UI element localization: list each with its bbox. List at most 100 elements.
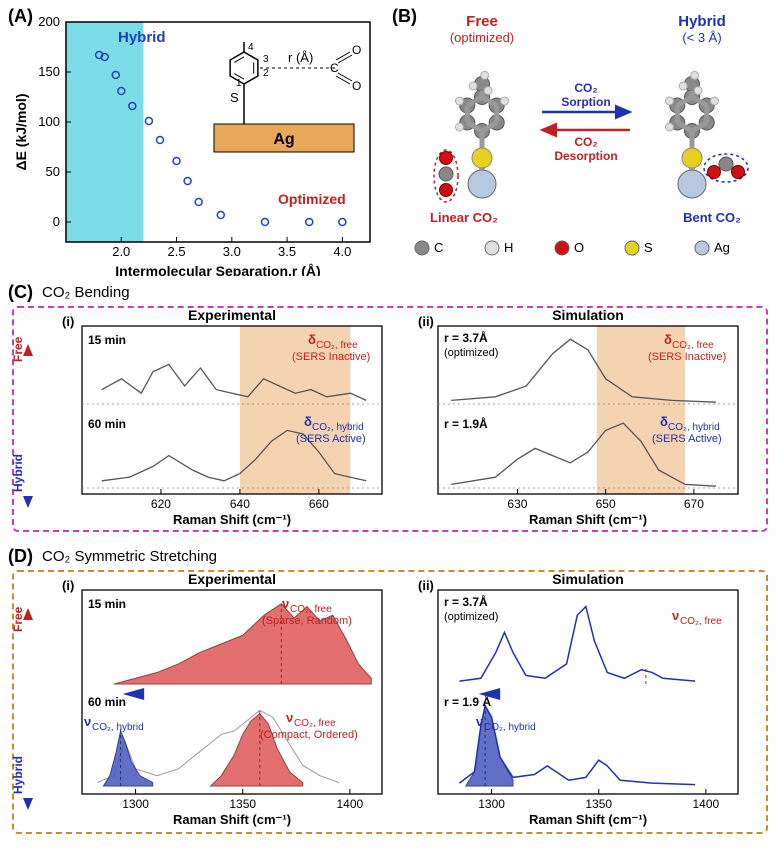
svg-text:1400: 1400 — [693, 797, 720, 811]
svg-text:670: 670 — [684, 497, 704, 511]
svg-text:CO₂, hybrid: CO₂, hybrid — [92, 722, 144, 733]
svg-text:1: 1 — [236, 78, 242, 89]
svg-text:δ: δ — [664, 332, 672, 347]
svg-text:Desorption: Desorption — [554, 149, 617, 163]
svg-text:3.5: 3.5 — [278, 244, 296, 259]
svg-text:ν: ν — [476, 714, 483, 729]
svg-text:H: H — [504, 240, 513, 255]
svg-text:4.0: 4.0 — [333, 244, 351, 259]
svg-text:(optimized): (optimized) — [444, 611, 498, 623]
svg-text:1400: 1400 — [337, 797, 364, 811]
svg-text:δ: δ — [660, 414, 668, 429]
svg-text:15 min: 15 min — [88, 597, 126, 611]
svg-text:(ii): (ii) — [418, 314, 434, 329]
svg-text:660: 660 — [309, 497, 329, 511]
panel-b: (B) Free(optimized)Hybrid(< 3 Å)CO₂Sorpt… — [392, 6, 774, 276]
svg-text:650: 650 — [596, 497, 616, 511]
svg-text:C: C — [330, 61, 339, 75]
svg-text:Raman Shift (cm⁻¹): Raman Shift (cm⁻¹) — [173, 512, 291, 527]
svg-text:150: 150 — [38, 64, 60, 79]
svg-text:640: 640 — [230, 497, 250, 511]
svg-text:Simulation: Simulation — [552, 307, 624, 323]
svg-text:(optimized): (optimized) — [450, 30, 514, 45]
svg-text:Ag: Ag — [714, 240, 730, 255]
svg-text:1300: 1300 — [478, 797, 505, 811]
svg-text:(i): (i) — [62, 578, 74, 593]
svg-text:Sorption: Sorption — [561, 95, 610, 109]
svg-text:Ag: Ag — [273, 131, 294, 148]
svg-text:15 min: 15 min — [88, 333, 126, 347]
panel-c: (C) CO₂ Bending FreeHybrid620640660Raman… — [8, 282, 772, 542]
panel-a: (A) 2.02.53.03.54.0050100150200HybridOpt… — [8, 6, 388, 276]
svg-text:Free: Free — [11, 606, 25, 632]
svg-text:60 min: 60 min — [88, 695, 126, 709]
svg-text:50: 50 — [46, 164, 60, 179]
svg-text:CO₂, free: CO₂, free — [680, 616, 722, 627]
svg-text:Free: Free — [466, 13, 498, 30]
svg-text:630: 630 — [507, 497, 527, 511]
chart-a: 2.0 2.5 3.0 3.5 4.0 0 50 100 150 200 Hybrid Optimiz… — [8, 6, 388, 276]
svg-text:ΔE (kJ/mol): ΔE (kJ/mol) — [13, 94, 29, 171]
svg-text:Raman Shift (cm⁻¹): Raman Shift (cm⁻¹) — [529, 512, 647, 527]
svg-text:200: 200 — [38, 14, 60, 29]
svg-text:r = 1.9Å: r = 1.9Å — [444, 416, 488, 431]
diagram-b: Free(optimized)Hybrid(< 3 Å)CO₂SorptionC… — [392, 6, 774, 276]
svg-text:(ii): (ii) — [418, 578, 434, 593]
svg-text:O: O — [574, 240, 584, 255]
svg-text:S: S — [644, 240, 653, 255]
svg-text:S: S — [230, 90, 239, 105]
chart-c: FreeHybrid620640660Raman Shift (cm⁻¹)Exp… — [8, 282, 772, 542]
svg-text:Bent CO₂: Bent CO₂ — [683, 210, 741, 225]
svg-text:CO₂, free: CO₂, free — [316, 340, 358, 351]
svg-text:Experimental: Experimental — [188, 307, 276, 323]
svg-text:3.0: 3.0 — [223, 244, 241, 259]
svg-text:1350: 1350 — [229, 797, 256, 811]
svg-text:ν: ν — [286, 710, 293, 725]
svg-text:Hybrid: Hybrid — [118, 29, 166, 46]
svg-text:CO₂, free: CO₂, free — [672, 340, 714, 351]
svg-text:CO₂, free: CO₂, free — [290, 604, 332, 615]
svg-text:Hybrid: Hybrid — [678, 13, 726, 30]
svg-text:2.5: 2.5 — [168, 244, 186, 259]
svg-text:O: O — [352, 79, 361, 93]
svg-text:CO₂, hybrid: CO₂, hybrid — [312, 422, 364, 433]
svg-text:(Sparse, Random): (Sparse, Random) — [262, 615, 352, 627]
svg-text:CO₂: CO₂ — [574, 135, 597, 149]
svg-text:2.0: 2.0 — [112, 244, 130, 259]
svg-text:ν: ν — [84, 714, 91, 729]
svg-text:r = 3.7Å: r = 3.7Å — [444, 594, 488, 609]
svg-text:Hybrid: Hybrid — [11, 454, 25, 492]
svg-text:Raman Shift (cm⁻¹): Raman Shift (cm⁻¹) — [529, 812, 647, 827]
svg-text:1300: 1300 — [122, 797, 149, 811]
svg-text:ν: ν — [672, 608, 679, 623]
svg-text:r = 1.9 Å: r = 1.9 Å — [444, 694, 491, 709]
svg-text:δ: δ — [308, 332, 316, 347]
svg-text:Intermolecular Separation,r (Å: Intermolecular Separation,r (Å) — [115, 263, 320, 276]
svg-text:r = 3.7Å: r = 3.7Å — [444, 330, 488, 345]
svg-text:Optimized: Optimized — [278, 191, 346, 207]
svg-text:(< 3 Å): (< 3 Å) — [682, 30, 721, 45]
svg-text:3: 3 — [263, 54, 269, 65]
svg-text:60 min: 60 min — [88, 417, 126, 431]
chart-d: Free Hybrid 1300 1350 1400 Raman Shift (cm⁻¹)… — [8, 546, 772, 844]
svg-text:(SERS Active): (SERS Active) — [296, 433, 366, 445]
svg-text:r (Å): r (Å) — [288, 50, 313, 65]
svg-text:(Compact, Ordered): (Compact, Ordered) — [260, 729, 358, 741]
svg-text:Hybrid: Hybrid — [11, 756, 25, 794]
svg-text:Raman Shift (cm⁻¹): Raman Shift (cm⁻¹) — [173, 812, 291, 827]
svg-text:100: 100 — [38, 114, 60, 129]
svg-text:(SERS Inactive): (SERS Inactive) — [648, 351, 726, 363]
svg-text:0: 0 — [53, 214, 60, 229]
svg-text:δ: δ — [304, 414, 312, 429]
svg-text:CO₂, hybrid: CO₂, hybrid — [668, 422, 720, 433]
svg-text:C: C — [434, 240, 443, 255]
svg-text:Experimental: Experimental — [188, 571, 276, 587]
svg-text:ν: ν — [282, 596, 289, 611]
svg-text:(optimized): (optimized) — [444, 347, 498, 359]
svg-text:Linear CO₂: Linear CO₂ — [430, 210, 498, 225]
svg-text:2: 2 — [263, 68, 269, 79]
svg-text:(i): (i) — [62, 314, 74, 329]
svg-text:CO₂: CO₂ — [574, 81, 597, 95]
svg-text:1350: 1350 — [585, 797, 612, 811]
svg-text:CO₂, hybrid: CO₂, hybrid — [484, 722, 536, 733]
